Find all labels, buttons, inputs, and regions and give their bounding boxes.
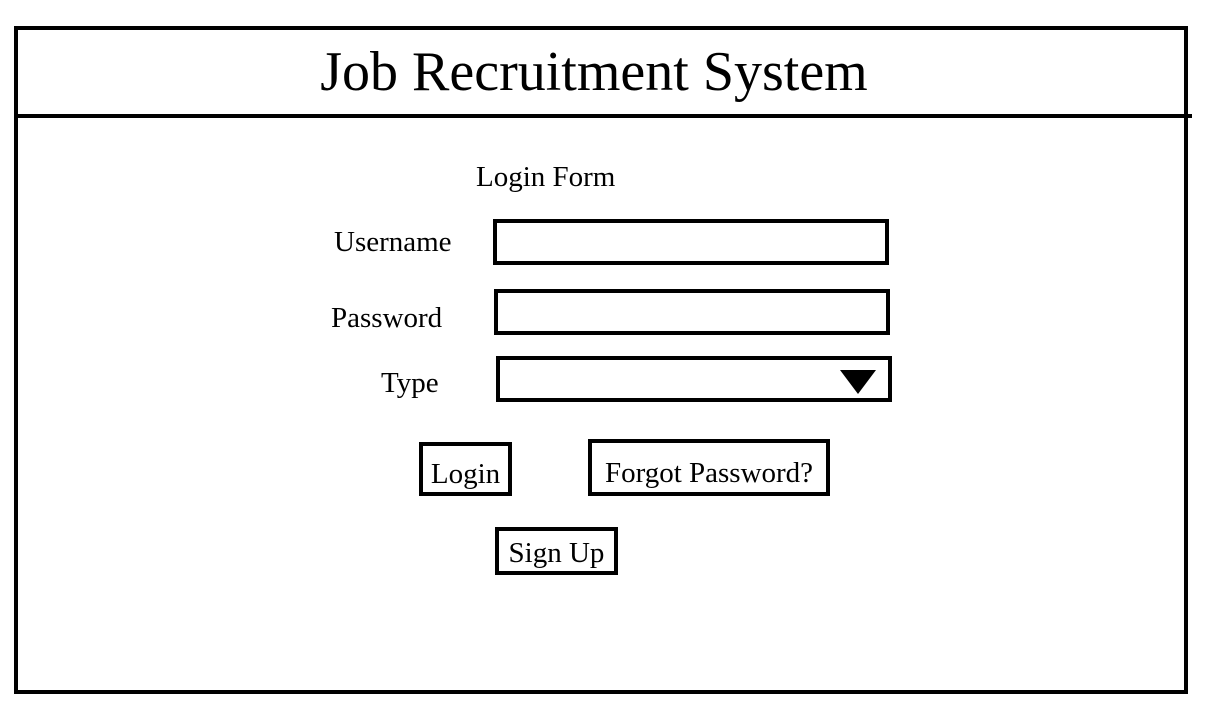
title-bar: Job Recruitment System [14, 26, 1192, 118]
type-label: Type [381, 367, 439, 399]
sign-up-button[interactable]: Sign Up [495, 527, 618, 575]
login-form-title: Login Form [476, 161, 616, 193]
password-label: Password [331, 302, 443, 334]
username-label: Username [334, 226, 452, 258]
triangle-down-icon[interactable] [840, 370, 876, 394]
type-select[interactable] [496, 356, 892, 402]
password-input[interactable] [494, 289, 890, 335]
app-window-frame [14, 26, 1188, 694]
forgot-password-button[interactable]: Forgot Password? [588, 439, 830, 496]
app-title: Job Recruitment System [320, 41, 868, 103]
login-button[interactable]: Login [419, 442, 512, 496]
username-input[interactable] [493, 219, 889, 265]
